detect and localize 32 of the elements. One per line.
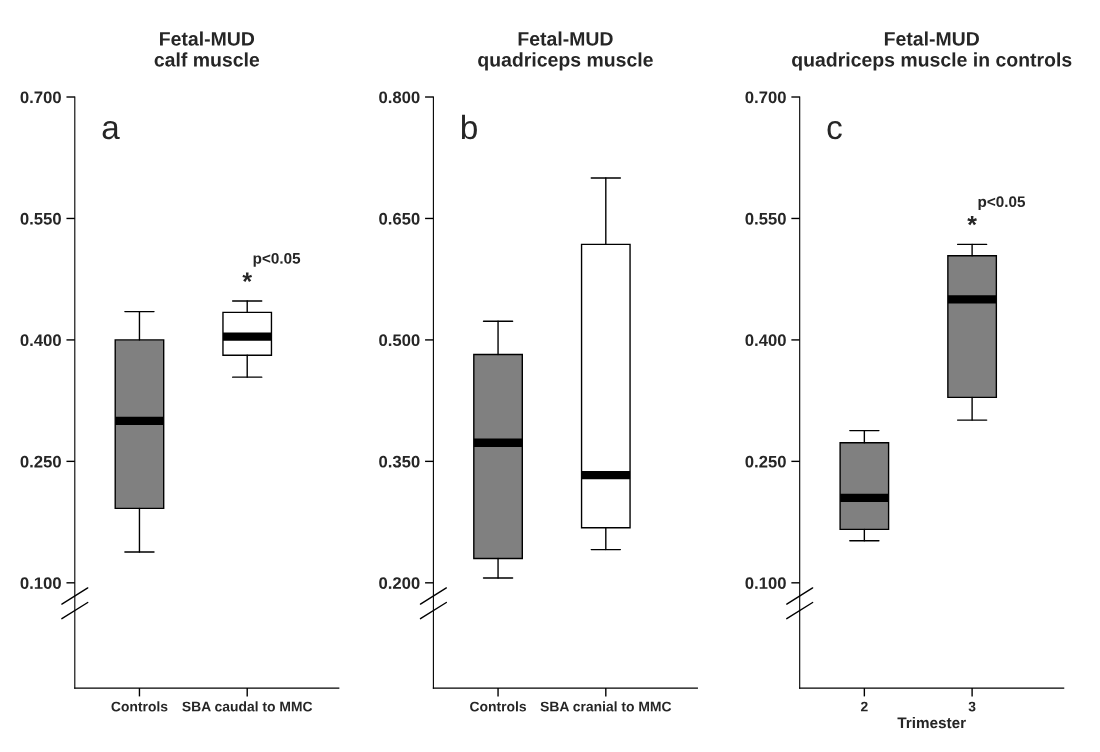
chart-title: Fetal-MUD quadriceps muscle in controls — [792, 31, 1072, 71]
y-tick-label: 0.250 — [20, 455, 61, 468]
annotation: * — [967, 215, 977, 226]
y-tick-label: 0.100 — [745, 577, 786, 590]
x-tick-label: SBA cranial to MMC — [540, 701, 672, 712]
x-tick-label: Controls — [470, 701, 527, 712]
x-tick-label: 2 — [860, 701, 868, 712]
x-tick-label: 3 — [968, 701, 976, 712]
y-tick-label: 0.550 — [745, 212, 786, 225]
y-tick-label: 0.250 — [745, 455, 786, 468]
y-tick-label: 0.650 — [379, 212, 420, 225]
y-tick-label: 0.350 — [379, 455, 420, 468]
y-tick-label: 0.400 — [745, 334, 786, 347]
y-tick-label: 0.700 — [745, 91, 786, 104]
annotation: p<0.05 — [978, 196, 1026, 211]
annotation: c — [827, 120, 842, 140]
annotation: b — [461, 114, 477, 140]
x-tick-label: Controls — [111, 701, 168, 712]
y-tick-label: 0.550 — [20, 212, 61, 225]
y-tick-label: 0.500 — [379, 334, 420, 347]
annotation: p<0.05 — [253, 252, 301, 267]
annotation: * — [242, 272, 253, 282]
y-tick-label: 0.700 — [20, 91, 61, 104]
y-tick-label: 0.100 — [20, 577, 61, 590]
chart-title: Fetal-MUD calf muscle — [154, 31, 260, 67]
chart-title: Fetal-MUD quadriceps muscle — [478, 31, 653, 71]
y-tick-label: 0.200 — [379, 577, 420, 590]
y-tick-label: 0.800 — [379, 91, 420, 104]
x-axis-title: Trimester — [897, 717, 966, 729]
annotation: a — [102, 120, 120, 140]
x-tick-label: SBA caudal to MMC — [182, 701, 313, 712]
y-tick-label: 0.400 — [20, 334, 61, 347]
